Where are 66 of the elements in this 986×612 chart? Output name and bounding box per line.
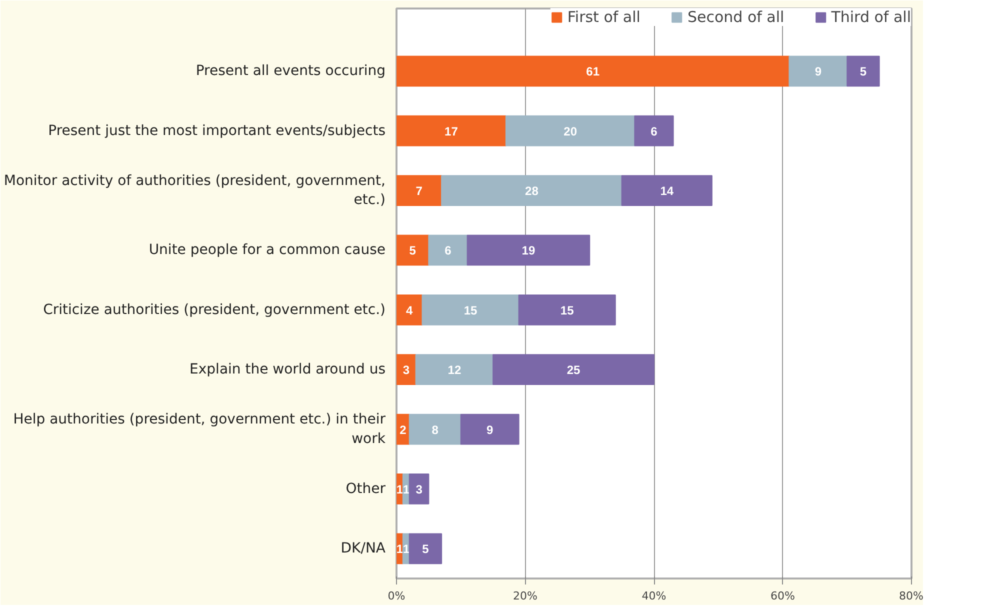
data-label: 3 bbox=[402, 363, 410, 378]
bar bbox=[428, 234, 468, 266]
data-label: 14 bbox=[660, 184, 674, 198]
data-label: 5 bbox=[409, 244, 416, 258]
bar bbox=[492, 354, 654, 386]
bar bbox=[422, 294, 520, 326]
data-label: 2 bbox=[400, 422, 407, 437]
data-label: 9 bbox=[814, 64, 822, 79]
x-tick-label: 40% bbox=[642, 590, 666, 602]
data-label: 5 bbox=[422, 542, 430, 556]
bar bbox=[396, 234, 430, 266]
data-label: 17 bbox=[444, 124, 458, 138]
x-tick-label: 60% bbox=[770, 590, 795, 602]
data-label: 15 bbox=[560, 303, 574, 318]
bar bbox=[396, 354, 416, 386]
bar bbox=[441, 175, 622, 206]
data-label: 1 bbox=[402, 542, 410, 556]
bar bbox=[505, 115, 636, 146]
bar bbox=[408, 414, 462, 445]
bar bbox=[408, 533, 442, 564]
y-tick-label: Unite people for a common cause bbox=[148, 242, 386, 258]
data-label: 25 bbox=[566, 363, 581, 378]
bar bbox=[466, 234, 590, 266]
y-tick-label: Monitor activity of authorities (president, government, etc.) bbox=[4, 172, 386, 208]
data-label: 8 bbox=[432, 422, 439, 437]
data-label: 3 bbox=[416, 482, 423, 496]
data-label: 1 bbox=[396, 542, 404, 556]
y-tick-label: DK/NA bbox=[340, 540, 386, 557]
bar bbox=[634, 115, 674, 146]
data-label: 6 bbox=[444, 244, 452, 258]
y-tick-label: Explain the world around us bbox=[190, 362, 386, 378]
data-label: 1 bbox=[396, 482, 404, 496]
data-label: 7 bbox=[416, 184, 423, 198]
legend-label: Second of all bbox=[687, 8, 784, 26]
data-label: 1 bbox=[402, 482, 410, 496]
data-label: 9 bbox=[486, 422, 494, 437]
y-tick-label: Other bbox=[346, 480, 386, 497]
x-tick-label: 20% bbox=[513, 590, 538, 602]
data-label: 20 bbox=[564, 124, 578, 138]
data-label: 61 bbox=[586, 64, 600, 79]
bar bbox=[518, 294, 616, 326]
data-label: 5 bbox=[860, 64, 867, 79]
bar bbox=[408, 474, 430, 504]
bar bbox=[846, 56, 880, 87]
bar bbox=[396, 56, 790, 87]
legend-label: Third of all bbox=[831, 8, 911, 26]
bar bbox=[621, 175, 712, 206]
legend-label: First of all bbox=[567, 8, 640, 26]
x-tick-label: 80% bbox=[899, 590, 924, 602]
data-label: 12 bbox=[448, 363, 462, 378]
y-tick-label: Help authorities (president, government etc.) in their work bbox=[13, 412, 386, 447]
x-tick-label: 0% bbox=[388, 590, 406, 602]
y-tick-label: Criticize authorities (president, government etc.) bbox=[43, 302, 386, 318]
data-label: 6 bbox=[650, 124, 658, 138]
bar bbox=[415, 354, 494, 386]
data-label: 4 bbox=[406, 303, 414, 318]
data-label: 15 bbox=[464, 303, 478, 318]
bar bbox=[460, 414, 520, 445]
y-tick-label: Present all events occuring bbox=[196, 63, 386, 80]
y-tick-label: Present just the most important events/subjects bbox=[48, 122, 386, 139]
bar bbox=[396, 115, 506, 146]
bar bbox=[396, 175, 442, 206]
bar bbox=[788, 56, 848, 87]
bar bbox=[396, 294, 423, 326]
data-label: 19 bbox=[522, 244, 536, 258]
data-label: 28 bbox=[525, 184, 539, 198]
